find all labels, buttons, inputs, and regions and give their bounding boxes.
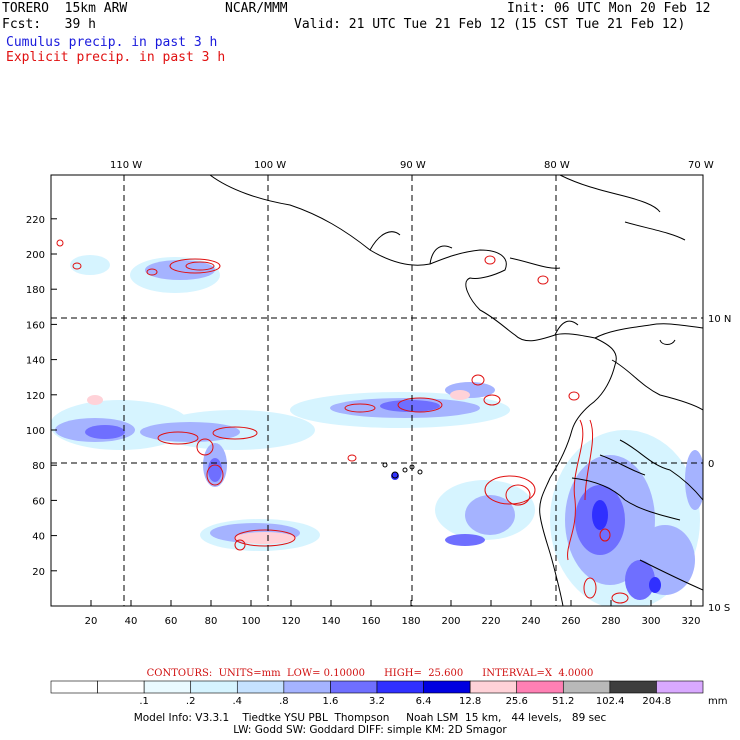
cumulus-precip-shading [51, 255, 703, 606]
y-tick-label: 40 [32, 532, 45, 543]
y-tick-label: 100 [26, 426, 45, 437]
color-bar-segment [330, 680, 378, 694]
y-tick-label: 180 [26, 285, 45, 296]
model-physics: LW: Godd SW: Goddard DIFF: simple KM: 2D… [233, 724, 507, 736]
color-bar-level: 3.2 [369, 696, 385, 707]
y-tick-label: 120 [26, 391, 45, 402]
lat-labels: 10 N 0 10 S [708, 314, 731, 614]
x-tick-label: 300 [641, 616, 660, 627]
lon-labels: 110 W 100 W 90 W 80 W 70 W [110, 160, 714, 171]
lon-label: 80 W [544, 160, 570, 171]
color-bar-segment [516, 680, 564, 694]
y-tick-label: 200 [26, 250, 45, 261]
color-bar [50, 680, 704, 694]
y-tick-label: 220 [26, 215, 45, 226]
coastlines [209, 175, 703, 606]
x-tick-label: 40 [125, 616, 138, 627]
forecast-hour: Fcst: 39 h [2, 17, 96, 32]
color-bar-level: 25.6 [505, 696, 528, 707]
model-info: Model Info: V3.3.1 Tiedtke YSU PBL Thomp… [133, 712, 607, 724]
color-bar-segment [469, 680, 518, 694]
cumulus-precip-label: Cumulus precip. in past 3 h [6, 35, 218, 50]
color-bar-level: 6.4 [415, 696, 432, 707]
map-frame [50, 174, 704, 607]
x-tick-label: 60 [165, 616, 178, 627]
y-tick-label: 140 [26, 356, 45, 367]
x-tick-label: 320 [681, 616, 700, 627]
x-tick-label: 260 [561, 616, 580, 627]
lon-label: 100 W [254, 160, 286, 171]
lat-label: 10 S [708, 603, 730, 614]
color-bar-level: 51.2 [552, 696, 575, 707]
init-time: Init: 06 UTC Mon 20 Feb 12 [507, 1, 711, 16]
color-bar-segment [562, 680, 611, 694]
y-tick-label: 20 [32, 567, 45, 578]
color-bar-segment [423, 680, 471, 694]
color-bar-level: .8 [279, 696, 289, 707]
x-tick-label: 280 [601, 616, 620, 627]
color-bar-segment [50, 680, 98, 694]
run-name: TORERO 15km ARW [2, 1, 128, 16]
y-tick-label: 60 [32, 496, 45, 507]
contour-info: CONTOURS: UNITS=mm LOW= 0.10000 HIGH= 25… [146, 668, 594, 679]
x-axis-ticks: 20 40 60 80 100 120 140 160 180 200 220 240 260 280 30… [85, 600, 701, 627]
x-tick-label: 240 [521, 616, 540, 627]
x-tick-label: 120 [281, 616, 300, 627]
color-bar-segment [97, 680, 145, 694]
x-tick-label: 100 [241, 616, 260, 627]
explicit-precip-label: Explicit precip. in past 3 h [6, 50, 226, 65]
y-tick-label: 160 [26, 320, 45, 331]
color-bar-segment [190, 680, 238, 694]
organization: NCAR/MMM [225, 1, 288, 16]
color-bar-level: 1.6 [322, 696, 339, 707]
explicit-precip-contours [56, 239, 629, 604]
lon-label: 70 W [688, 160, 714, 171]
color-bar-segment [656, 680, 704, 694]
y-axis-ticks: 20 40 60 80 100 120 140 160 180 200 220 [26, 215, 57, 578]
color-bar-units: mm [708, 696, 728, 707]
color-bar-segment [236, 680, 285, 694]
color-bar-level: .4 [232, 696, 243, 707]
lat-lon-grid [51, 175, 703, 606]
x-tick-label: 180 [401, 616, 420, 627]
lat-label: 10 N [708, 314, 731, 325]
lon-label: 110 W [110, 160, 142, 171]
lon-label: 90 W [400, 160, 426, 171]
x-tick-label: 140 [321, 616, 340, 627]
color-bar-segment [283, 680, 331, 694]
color-bar-level: 102.4 [595, 696, 625, 707]
lat-label: 0 [708, 459, 714, 470]
color-bar-level: .1 [139, 696, 149, 707]
y-tick-label: 80 [32, 461, 45, 472]
x-tick-label: 80 [205, 616, 218, 627]
x-tick-label: 160 [361, 616, 380, 627]
color-bar-level: 12.8 [459, 696, 482, 707]
color-bar-segment [376, 680, 424, 694]
color-bar-level: .2 [185, 696, 196, 707]
valid-time: Valid: 21 UTC Tue 21 Feb 12 (15 CST Tue … [294, 17, 686, 32]
color-bar-segment [143, 680, 192, 694]
color-bar-segment [609, 680, 657, 694]
x-tick-label: 220 [481, 616, 500, 627]
color-bar-level: 204.8 [642, 696, 672, 707]
x-tick-label: 20 [85, 616, 98, 627]
x-tick-label: 200 [441, 616, 460, 627]
